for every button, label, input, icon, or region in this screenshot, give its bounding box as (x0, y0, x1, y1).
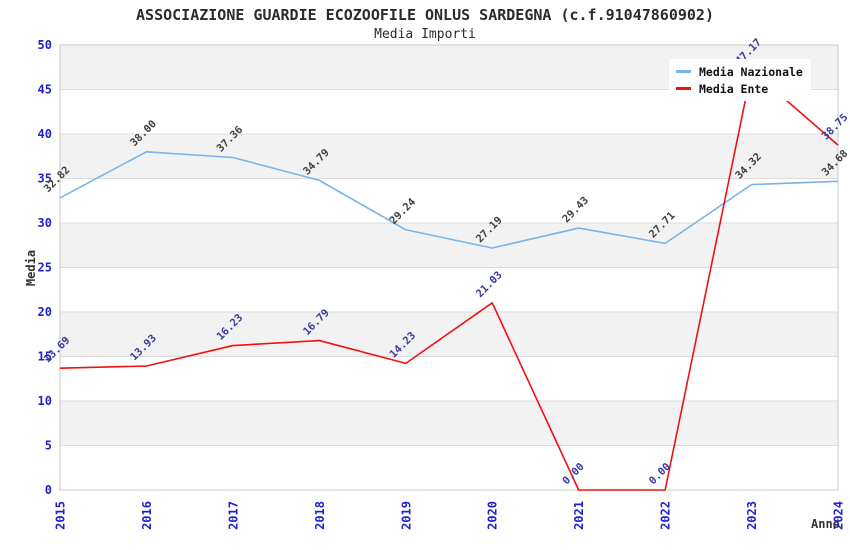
plot-band (60, 223, 838, 268)
plot-band (60, 178, 838, 223)
legend-label: Media Nazionale (699, 64, 803, 79)
y-tick-label: 25 (38, 261, 52, 275)
x-tick-label: 2021 (572, 501, 586, 530)
plot-band (60, 356, 838, 401)
y-tick-label: 40 (38, 127, 52, 141)
x-tick-label: 2017 (226, 501, 240, 530)
y-tick-label: 15 (38, 350, 52, 364)
plot-border (59, 44, 839, 491)
y-axis-title: Media (24, 249, 38, 287)
x-tick-label: 2018 (313, 501, 327, 530)
x-axis-title: Anno (811, 517, 840, 531)
y-tick-label: 5 (45, 439, 52, 453)
y-tick-label: 0 (45, 483, 52, 497)
x-tick-label: 2024 (832, 501, 846, 530)
legend-swatch-line (676, 70, 691, 73)
x-tick-label: 2016 (140, 501, 154, 530)
legend-item-media-ente: Media Ente (676, 80, 803, 97)
chart-subtitle: Media Importi (374, 27, 476, 42)
series-line-media-ente (59, 69, 839, 491)
chart-legend: Media Nazionale Media Ente (669, 59, 811, 101)
series-line-media-nazionale (59, 151, 839, 249)
plot-band (60, 312, 838, 357)
x-tick-label: 2022 (659, 501, 673, 530)
y-tick-label: 50 (38, 38, 52, 52)
plot-band (60, 445, 838, 490)
x-tick-label: 2019 (399, 501, 413, 530)
legend-swatch-line (676, 87, 691, 90)
x-tick-label: 2023 (745, 501, 759, 530)
plot-band (60, 134, 838, 179)
legend-item-media-nazionale: Media Nazionale (676, 63, 803, 80)
y-tick-label: 45 (38, 83, 52, 97)
y-tick-label: 30 (38, 216, 52, 230)
x-tick-label: 2015 (54, 501, 68, 530)
y-tick-label: 10 (38, 394, 52, 408)
plot-band (60, 401, 838, 446)
y-tick-label: 35 (38, 172, 52, 186)
chart-title: ASSOCIAZIONE GUARDIE ECOZOOFILE ONLUS SA… (136, 6, 714, 24)
plot-band (60, 267, 838, 312)
y-tick-label: 20 (38, 305, 52, 319)
x-tick-label: 2020 (486, 501, 500, 530)
legend-label: Media Ente (699, 81, 769, 96)
